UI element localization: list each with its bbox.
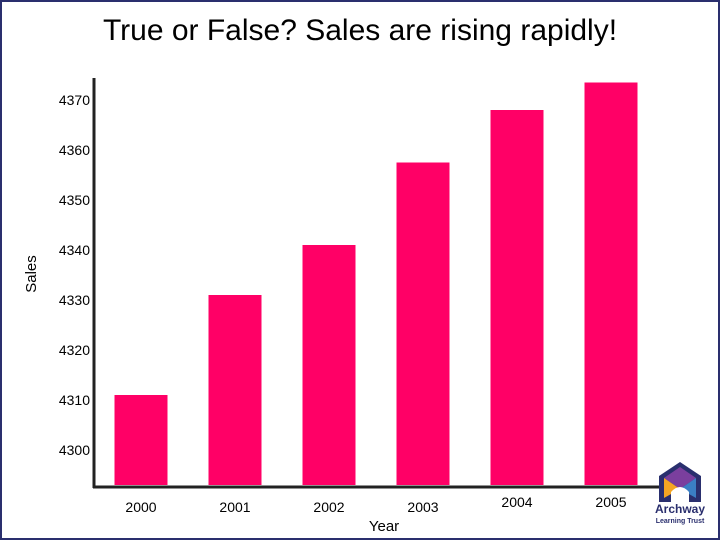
logo-word: Archway: [654, 502, 706, 516]
bar-2005: [584, 82, 638, 485]
chart-title: True or False? Sales are rising rapidly!: [102, 14, 618, 47]
x-tick-label-2001: 2001: [219, 499, 250, 515]
x-tick-label-2002: 2002: [313, 499, 344, 515]
x-tick-label-2005: 2005: [595, 494, 626, 510]
y-tick-label-4320: 4320: [59, 342, 90, 358]
y-tick-label-4360: 4360: [59, 142, 90, 158]
y-tick-labels: 4300 4310 4320 4330 4340 4350 4360 4370: [59, 92, 90, 458]
logo-subtitle: Learning Trust: [655, 518, 705, 525]
y-tick-label-4310: 4310: [59, 392, 90, 408]
archway-logo: Archway Learning Trust: [647, 460, 713, 534]
x-tick-label-2004: 2004: [501, 494, 532, 510]
bar-2003: [396, 162, 450, 485]
x-tick-label-2003: 2003: [407, 499, 438, 515]
y-tick-label-4330: 4330: [59, 292, 90, 308]
y-tick-label-4370: 4370: [59, 92, 90, 108]
y-tick-label-4300: 4300: [59, 442, 90, 458]
bars-group: [114, 82, 638, 485]
x-tick-label-2000: 2000: [125, 499, 156, 515]
archway-arch-icon: [659, 462, 701, 502]
bar-2002: [302, 245, 356, 485]
y-tick-label-4350: 4350: [59, 192, 90, 208]
y-axis-label: Sales: [23, 255, 40, 293]
x-axis-label: Year: [369, 518, 399, 535]
bar-2000: [114, 395, 168, 485]
bar-2001: [208, 295, 262, 485]
y-tick-label-4340: 4340: [59, 242, 90, 258]
x-tick-labels: 2000 2001 2002 2003 2004 2005: [125, 494, 626, 515]
bar-2004: [490, 110, 544, 485]
